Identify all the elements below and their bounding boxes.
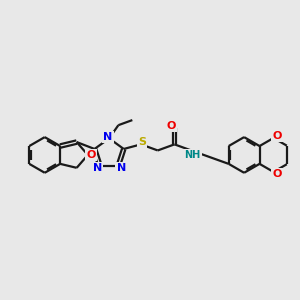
Text: N: N xyxy=(116,163,126,173)
Text: NH: NH xyxy=(184,150,201,160)
Text: O: O xyxy=(272,169,282,179)
Text: O: O xyxy=(167,121,176,130)
Text: N: N xyxy=(92,163,102,173)
Text: S: S xyxy=(138,137,146,147)
Text: N: N xyxy=(103,132,112,142)
Text: O: O xyxy=(272,131,282,141)
Text: O: O xyxy=(86,150,95,160)
